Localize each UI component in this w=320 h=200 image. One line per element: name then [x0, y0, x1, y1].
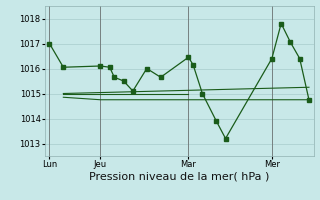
X-axis label: Pression niveau de la mer( hPa ): Pression niveau de la mer( hPa ): [89, 172, 269, 182]
